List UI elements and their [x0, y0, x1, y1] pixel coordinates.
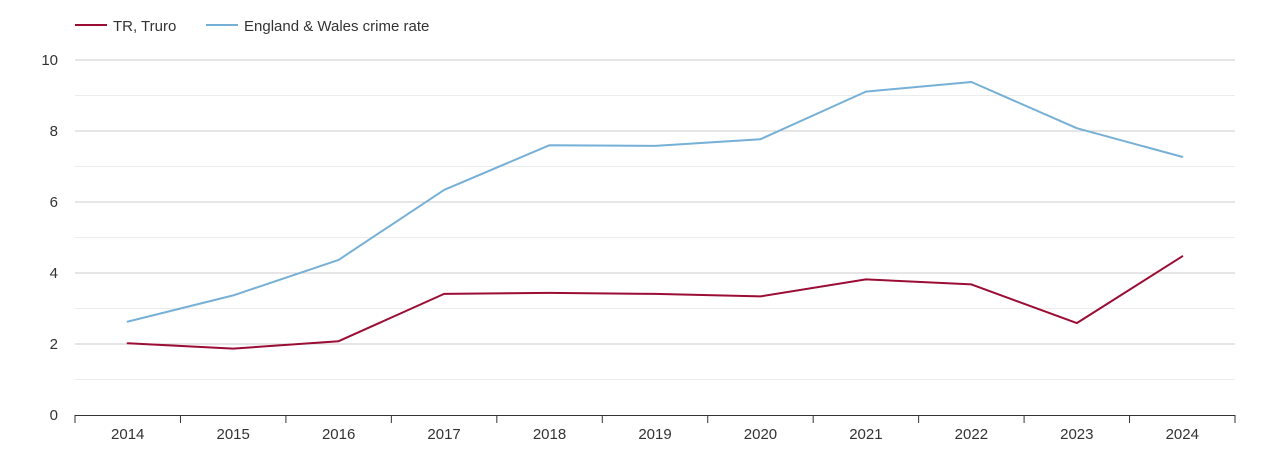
x-tick-label: 2014	[111, 426, 144, 443]
data-point-england-wales[interactable]	[547, 142, 553, 148]
y-tick-label: 10	[41, 52, 58, 69]
axes: 0 2 4 6 8 10 2014 2015 2016 2017 2018 2019 2020 2021 2…	[41, 52, 1236, 443]
data-point-england-wales[interactable]	[125, 319, 131, 325]
series	[125, 79, 1185, 352]
x-tick-label: 2020	[744, 426, 777, 443]
x-tick-label: 2023	[1060, 426, 1093, 443]
y-tick-label: 4	[50, 265, 58, 282]
y-tick-label: 2	[50, 336, 58, 353]
data-point-truro[interactable]	[441, 291, 447, 297]
data-point-truro[interactable]	[652, 291, 658, 297]
x-tick-label: 2015	[216, 426, 249, 443]
legend: TR, Truro England & Wales crime rate	[75, 18, 429, 35]
y-tick-label: 6	[50, 194, 58, 211]
data-point-england-wales[interactable]	[757, 136, 763, 142]
data-point-truro[interactable]	[1074, 320, 1080, 326]
legend-label-truro: TR, Truro	[113, 18, 176, 35]
x-tick-label: 2021	[849, 426, 882, 443]
data-point-england-wales[interactable]	[336, 257, 342, 263]
series-line-truro[interactable]	[126, 255, 1184, 350]
x-tick-label: 2016	[322, 426, 355, 443]
data-point-truro[interactable]	[125, 340, 131, 346]
data-point-england-wales[interactable]	[968, 79, 974, 85]
x-tick-label: 2022	[955, 426, 988, 443]
data-point-truro[interactable]	[757, 293, 763, 299]
data-point-england-wales[interactable]	[230, 292, 236, 298]
data-point-england-wales[interactable]	[863, 89, 869, 95]
legend-item-england-wales[interactable]: England & Wales crime rate	[206, 18, 429, 35]
legend-item-truro[interactable]: TR, Truro	[75, 18, 176, 35]
x-tick-label: 2017	[427, 426, 460, 443]
y-tick-label: 0	[50, 407, 58, 424]
x-tick-label: 2018	[533, 426, 566, 443]
legend-label-england-wales: England & Wales crime rate	[244, 18, 429, 35]
data-point-truro[interactable]	[547, 290, 553, 296]
data-point-truro[interactable]	[1179, 253, 1185, 259]
x-tick-label: 2019	[638, 426, 671, 443]
data-point-england-wales[interactable]	[1179, 154, 1185, 160]
data-point-england-wales[interactable]	[652, 143, 658, 149]
series-line-england-wales[interactable]	[126, 81, 1184, 323]
data-point-truro[interactable]	[968, 281, 974, 287]
grid	[75, 59, 1235, 380]
data-point-truro[interactable]	[230, 346, 236, 352]
data-point-england-wales[interactable]	[1074, 125, 1080, 131]
data-point-england-wales[interactable]	[441, 187, 447, 193]
x-tick-label: 2024	[1166, 426, 1199, 443]
y-tick-label: 8	[50, 123, 58, 140]
data-point-truro[interactable]	[863, 276, 869, 282]
data-point-truro[interactable]	[336, 338, 342, 344]
